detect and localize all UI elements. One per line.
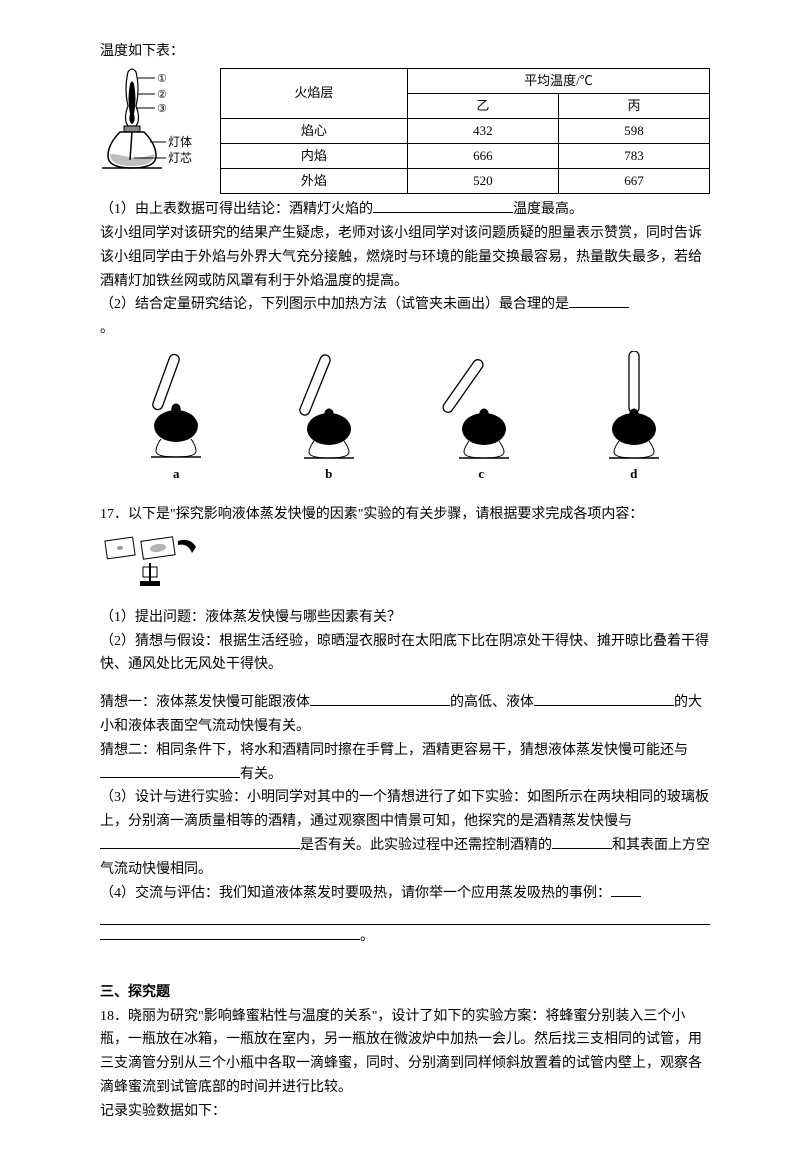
top-line: 温度如下表： xyxy=(100,40,710,64)
method-c: c xyxy=(431,351,531,485)
th-bing: 丙 xyxy=(558,93,709,118)
text: 。 xyxy=(360,929,374,944)
q16-2: （2）结合定量研究结论，下列图示中加热方法（试管夹未画出）最合理的是 xyxy=(100,293,710,317)
blank[interactable] xyxy=(100,834,300,849)
q18-tail: 记录实验数据如下： xyxy=(100,1100,710,1124)
blank[interactable] xyxy=(310,691,450,706)
blank[interactable] xyxy=(611,882,641,897)
method-d: d xyxy=(584,351,684,485)
table-row: 内焰 666 783 xyxy=(221,144,710,169)
method-label: c xyxy=(478,463,484,485)
flame-label-1: ① xyxy=(157,73,167,85)
cell: 内焰 xyxy=(221,144,408,169)
table-row: 焰心 432 598 xyxy=(221,118,710,143)
blank[interactable] xyxy=(534,691,674,706)
blank[interactable] xyxy=(569,293,629,308)
method-label: a xyxy=(173,463,180,485)
flame-label-2: ② xyxy=(157,89,167,101)
cell: 外焰 xyxy=(221,169,408,194)
q17-s4-end: 。 xyxy=(100,925,710,949)
text: （4）交流与评估：我们知道液体蒸发时要吸热，请你举一个应用蒸发吸热的事例： xyxy=(100,886,611,901)
text: （2）结合定量研究结论，下列图示中加热方法（试管夹未画出）最合理的是 xyxy=(100,297,569,312)
blank[interactable] xyxy=(100,763,240,778)
q17-title: 17．以下是"探究影响液体蒸发快慢的因素"实验的有关步骤，请根据要求完成各项内容… xyxy=(100,503,710,527)
flame-temperature-table: 火焰层 平均温度/℃ 乙 丙 焰心 432 598 内焰 666 783 外焰 … xyxy=(220,68,710,194)
lamp-wick-label: 灯芯 xyxy=(168,151,192,165)
cell: 焰心 xyxy=(221,118,408,143)
flame-label-3: ③ xyxy=(157,103,167,115)
text: （3）设计与进行实验：小明同学对其中的一个猜想进行了如下实验：如图所示在两块相同… xyxy=(100,790,709,829)
q17-s1: （1）提出问题：液体蒸发快慢与哪些因素有关？ xyxy=(100,606,710,630)
cell: 667 xyxy=(558,169,709,194)
th-avg-temp: 平均温度/℃ xyxy=(407,68,709,93)
heating-methods-row: a b c d xyxy=(100,351,710,485)
text: 的高低、液体 xyxy=(450,695,534,710)
q16-explain: 该小组同学对该研究的结果产生疑虑，老师对该小组同学对该问题质疑的胆量表示赞赏，同… xyxy=(100,222,710,293)
blank[interactable] xyxy=(552,834,612,849)
text: 猜想二：相同条件下，将水和酒精同时擦在手臂上，酒精更容易干，猜想液体蒸发快慢可能… xyxy=(100,743,688,758)
th-yi: 乙 xyxy=(407,93,558,118)
method-label: d xyxy=(630,463,637,485)
q17-glass-plates-figure xyxy=(100,533,710,600)
method-b: b xyxy=(279,351,379,485)
blank-line[interactable] xyxy=(100,907,710,925)
text: 猜想一：液体蒸发快慢可能跟液体 xyxy=(100,695,310,710)
section-3-title: 三、探究题 xyxy=(100,981,710,1005)
blank[interactable] xyxy=(373,198,513,213)
table-row: 外焰 520 667 xyxy=(221,169,710,194)
cell: 783 xyxy=(558,144,709,169)
method-a: a xyxy=(126,351,226,485)
text: 温度最高。 xyxy=(513,202,583,217)
blank[interactable] xyxy=(100,925,360,940)
q17-c1: 猜想一：液体蒸发快慢可能跟液体的高低、液体的大小和液体表面空气流动快慢有关。 xyxy=(100,691,710,739)
cell: 520 xyxy=(407,169,558,194)
method-label: b xyxy=(325,463,332,485)
lamp-body-label: 灯体 xyxy=(168,135,192,149)
q17-s3: （3）设计与进行实验：小明同学对其中的一个猜想进行了如下实验：如图所示在两块相同… xyxy=(100,786,710,881)
q18-body: 18．晓丽为研究"影响蜂蜜粘性与温度的关系"，设计了如下的实验方案：将蜂蜜分别装… xyxy=(100,1005,710,1100)
q17-s4: （4）交流与评估：我们知道液体蒸发时要吸热，请你举一个应用蒸发吸热的事例： xyxy=(100,882,710,906)
q16-1: （1）由上表数据可得出结论：酒精灯火焰的 温度最高。 xyxy=(100,198,710,222)
alcohol-lamp-diagram: ① ② ③ 灯体 灯芯 xyxy=(100,64,210,179)
text: 是否有关。此实验过程中还需控制酒精的 xyxy=(300,838,552,853)
text: 有关。 xyxy=(240,767,282,782)
q17-c2: 猜想二：相同条件下，将水和酒精同时擦在手臂上，酒精更容易干，猜想液体蒸发快慢可能… xyxy=(100,739,710,787)
text: （1）由上表数据可得出结论：酒精灯火焰的 xyxy=(100,202,373,217)
cell: 432 xyxy=(407,118,558,143)
figure-and-table-row: ① ② ③ 灯体 灯芯 火焰层 平均温度/℃ 乙 xyxy=(100,64,710,194)
cell: 666 xyxy=(407,144,558,169)
cell: 598 xyxy=(558,118,709,143)
q16-2-end: 。 xyxy=(100,317,710,341)
q17-s2: （2）猜想与假设：根据生活经验，晾晒湿衣服时在太阳底下比在阴凉处干得快、摊开晾比… xyxy=(100,630,710,678)
th-flame-layer: 火焰层 xyxy=(221,68,408,118)
